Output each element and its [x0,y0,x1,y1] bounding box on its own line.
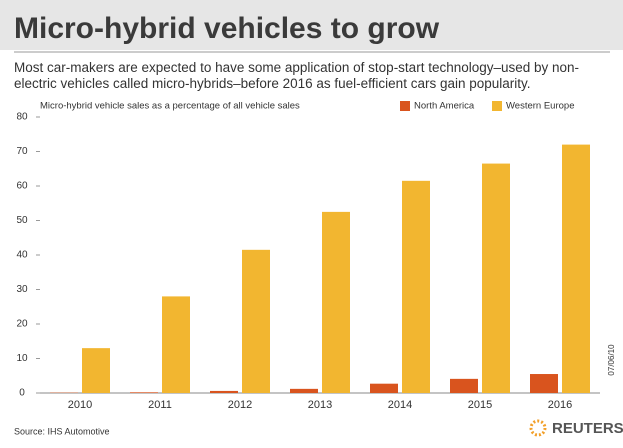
y-tick-label: 50 [16,215,28,226]
chart-subtitle: Most car-makers are expected to have som… [14,60,580,91]
x-tick-label: 2014 [388,399,412,411]
title-band [0,0,623,50]
bar [242,249,270,393]
brand-logo [529,419,547,437]
bar [530,374,558,393]
y-tick-label: 40 [16,250,28,261]
x-tick-label: 2015 [468,399,492,411]
x-tick-label: 2013 [308,399,332,411]
y-axis-label: Micro-hybrid vehicle sales as a percenta… [40,101,300,112]
bar [162,296,190,393]
bar [370,383,398,393]
x-tick-label: 2012 [228,399,252,411]
y-tick-label: 70 [16,146,28,157]
subtitle-box: Most car-makers are expected to have som… [14,60,580,91]
y-tick-label: 0 [19,388,25,399]
bar [482,163,510,393]
y-tick-label: 20 [16,319,28,330]
legend-label: North America [414,101,475,112]
y-tick-label: 80 [16,112,28,123]
x-tick-label: 2010 [68,399,92,411]
legend-label: Western Europe [506,101,574,112]
source: Source: IHS Automotive [14,426,110,436]
y-tick-label: 10 [16,353,28,364]
y-tick-label: 30 [16,284,28,295]
bar [402,180,430,393]
legend-swatch [400,101,410,111]
bar [290,388,318,393]
legend-swatch [492,101,502,111]
y-tick-label: 60 [16,181,28,192]
bar [562,144,590,393]
x-tick-label: 2011 [148,399,172,411]
x-tick-label: 2016 [548,399,572,411]
chart-title: Micro-hybrid vehicles to grow [14,12,440,45]
bar [450,378,478,393]
date-stamp: 07/06/10 [607,344,616,376]
bar [210,390,238,393]
brand: REUTERS [552,420,623,437]
bar [322,211,350,393]
bar [82,348,110,393]
bar [130,392,158,393]
